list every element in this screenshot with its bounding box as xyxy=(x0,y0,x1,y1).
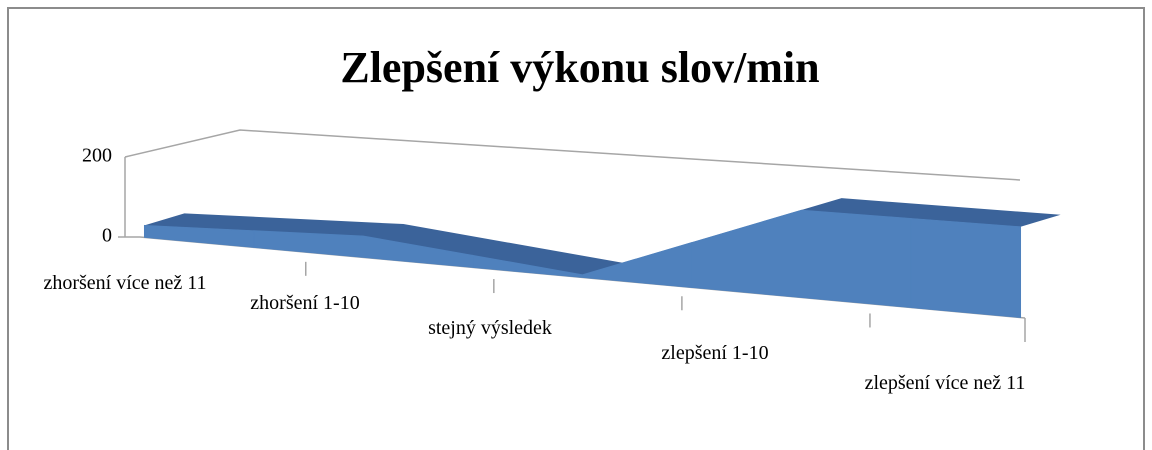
x-tick-label: zhoršení 1-10 xyxy=(250,292,360,314)
y-tick-label: 0 xyxy=(102,225,112,247)
grid-line xyxy=(124,129,1021,181)
area-top xyxy=(144,198,1061,275)
x-tick-label: zhoršení více než 11 xyxy=(43,272,207,294)
area-front xyxy=(691,209,912,309)
y-tick-label: 200 xyxy=(82,145,112,167)
area-front xyxy=(910,218,1022,319)
chart-title: Zlepšení výkonu slov/min xyxy=(340,43,819,92)
x-tick-label: stejný výsledek xyxy=(428,317,552,339)
x-tick-label: zlepšení více než 11 xyxy=(864,372,1026,394)
x-tick-label: zlepšení 1-10 xyxy=(661,342,769,364)
frame xyxy=(7,7,1145,450)
